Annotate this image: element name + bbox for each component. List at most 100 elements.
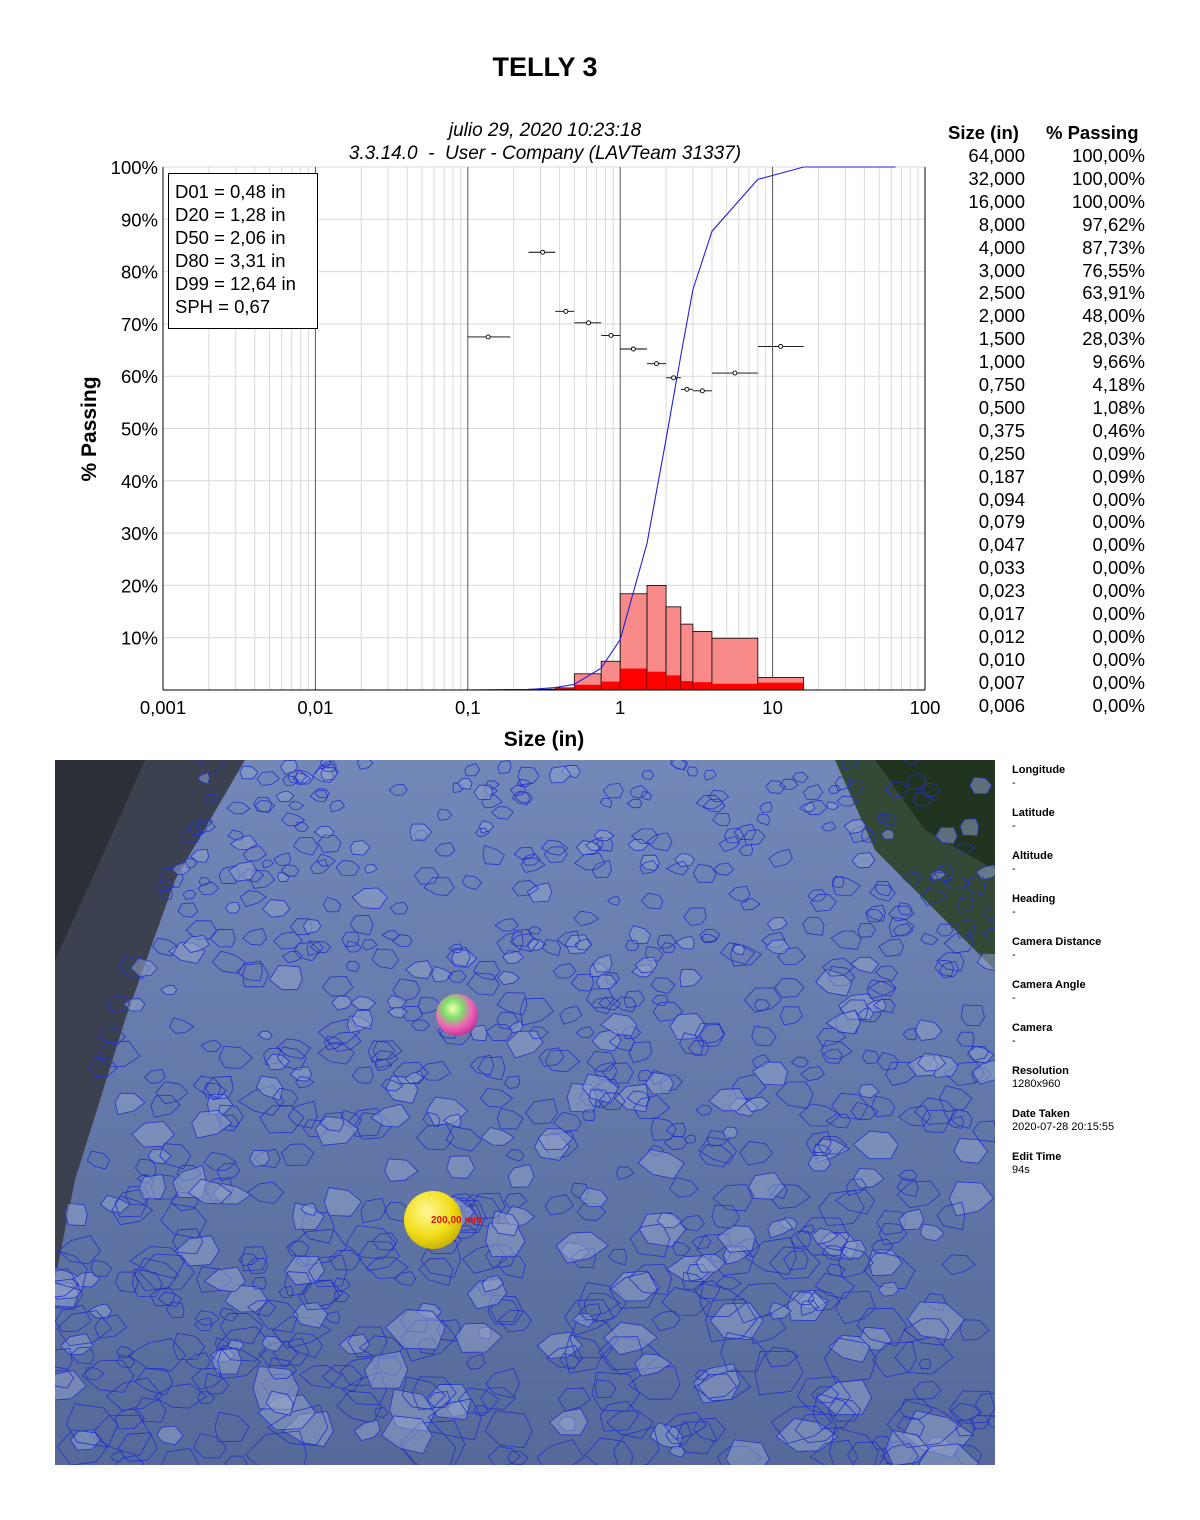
rock-outline — [847, 778, 865, 793]
rock-outline — [423, 877, 455, 897]
rock-outline — [578, 1187, 609, 1208]
size-value: 1,000 — [978, 351, 1025, 373]
rock-outline — [253, 796, 273, 813]
rock-outline — [874, 965, 898, 982]
rock-outline — [238, 1253, 259, 1267]
rock-outline — [876, 813, 890, 824]
rock-outline — [948, 1390, 995, 1424]
rock-outline — [456, 777, 473, 790]
rock-outline — [203, 1082, 227, 1099]
rock-outline — [114, 1271, 139, 1293]
rock-outline — [481, 794, 503, 809]
rock-outline — [877, 1281, 900, 1297]
rock-outline — [661, 942, 676, 953]
rock-outline — [224, 901, 241, 914]
rock-outline — [214, 1337, 231, 1350]
rock-outline — [473, 784, 494, 801]
rock-outline — [809, 894, 837, 912]
rock-outline — [716, 1225, 756, 1253]
rock-outline — [316, 853, 336, 867]
rock-outline — [341, 931, 360, 948]
rock-outline — [812, 1392, 856, 1430]
rock-outline — [546, 1345, 583, 1370]
rock-outline — [683, 907, 707, 927]
rock-outline — [69, 1346, 95, 1365]
rock-outline — [111, 1195, 154, 1226]
rock-outline — [670, 760, 689, 771]
rock-outline — [160, 984, 178, 995]
rock-outline — [706, 1130, 732, 1147]
rock-outline — [698, 1136, 737, 1165]
rock-outline — [427, 1391, 451, 1409]
rock-outline — [55, 1249, 88, 1291]
rock-outline — [919, 1223, 945, 1241]
rock-outline — [692, 863, 717, 883]
rock-outline — [936, 1201, 966, 1231]
rock-outline — [640, 892, 664, 910]
passing-value: 0,00% — [1092, 511, 1145, 533]
rock-outline — [935, 827, 958, 845]
y-tick-label: 60% — [121, 366, 158, 387]
rock-outline — [728, 885, 751, 903]
rock-outline — [971, 1059, 995, 1085]
rock-outline — [242, 928, 268, 946]
rock-outline — [876, 1052, 899, 1071]
rock-outline — [185, 1352, 211, 1370]
rock-outline — [217, 1344, 262, 1380]
rock-outline — [138, 1253, 196, 1290]
rock-outline — [955, 1419, 976, 1437]
rock-outline — [205, 1075, 234, 1100]
rock-outline — [257, 1299, 299, 1333]
rock-outline — [280, 864, 300, 877]
rock-outline — [281, 1143, 315, 1166]
passing-value: 0,00% — [1092, 648, 1145, 670]
metadata-value: 2020-07-28 20:15:55 — [1012, 1121, 1115, 1133]
rock-outline — [775, 1081, 814, 1109]
rock-outline — [394, 1271, 417, 1286]
rock-outline — [948, 1181, 995, 1217]
metadata-value: - — [1012, 949, 1016, 961]
rock-outline — [858, 1084, 880, 1099]
rock-outline — [878, 1222, 908, 1246]
rock-outline — [691, 1235, 712, 1249]
rock-outline — [870, 1095, 896, 1118]
y-tick-label: 100% — [111, 157, 158, 178]
rock-outline — [84, 1367, 105, 1381]
rock-outline — [511, 880, 540, 897]
rock-outline — [872, 998, 896, 1014]
stat-d80: D80 = 3,31 in — [175, 250, 286, 271]
rock-outline — [564, 1299, 614, 1336]
rock-outline — [278, 1285, 294, 1298]
rock-outline — [670, 760, 688, 771]
rock-outline — [912, 1381, 942, 1401]
rock-outline — [601, 1062, 634, 1084]
rock-outline — [651, 1310, 681, 1331]
rock-outline — [381, 1415, 433, 1455]
rock-outline — [699, 1023, 726, 1044]
rock-outline — [536, 1331, 583, 1359]
rock-outline — [634, 956, 658, 974]
rock-outline — [682, 1272, 705, 1290]
rock-outline — [497, 1309, 532, 1333]
rock-outline — [55, 1366, 75, 1389]
rock-outline — [899, 1398, 933, 1420]
rock-outline — [865, 904, 886, 922]
rock-outline — [384, 1309, 446, 1350]
rock-outline — [936, 952, 965, 972]
rock-outline — [549, 1408, 589, 1436]
rock-outline — [464, 763, 481, 777]
rock-outline — [507, 1163, 535, 1188]
rock-outline — [371, 1050, 399, 1069]
rock-outline — [607, 896, 621, 906]
rock-outline — [506, 1030, 544, 1059]
rock-outline — [469, 1054, 495, 1076]
rock-outline — [849, 825, 875, 844]
rock-outline — [725, 1439, 770, 1465]
rock-outline — [372, 1040, 403, 1061]
rock-outline — [477, 1056, 506, 1081]
rock-outline — [198, 760, 226, 771]
metadata-label: Edit Time — [1012, 1151, 1062, 1163]
error-point — [684, 386, 690, 392]
passing-value: 0,00% — [1092, 625, 1145, 647]
rock-outline — [652, 1001, 684, 1022]
